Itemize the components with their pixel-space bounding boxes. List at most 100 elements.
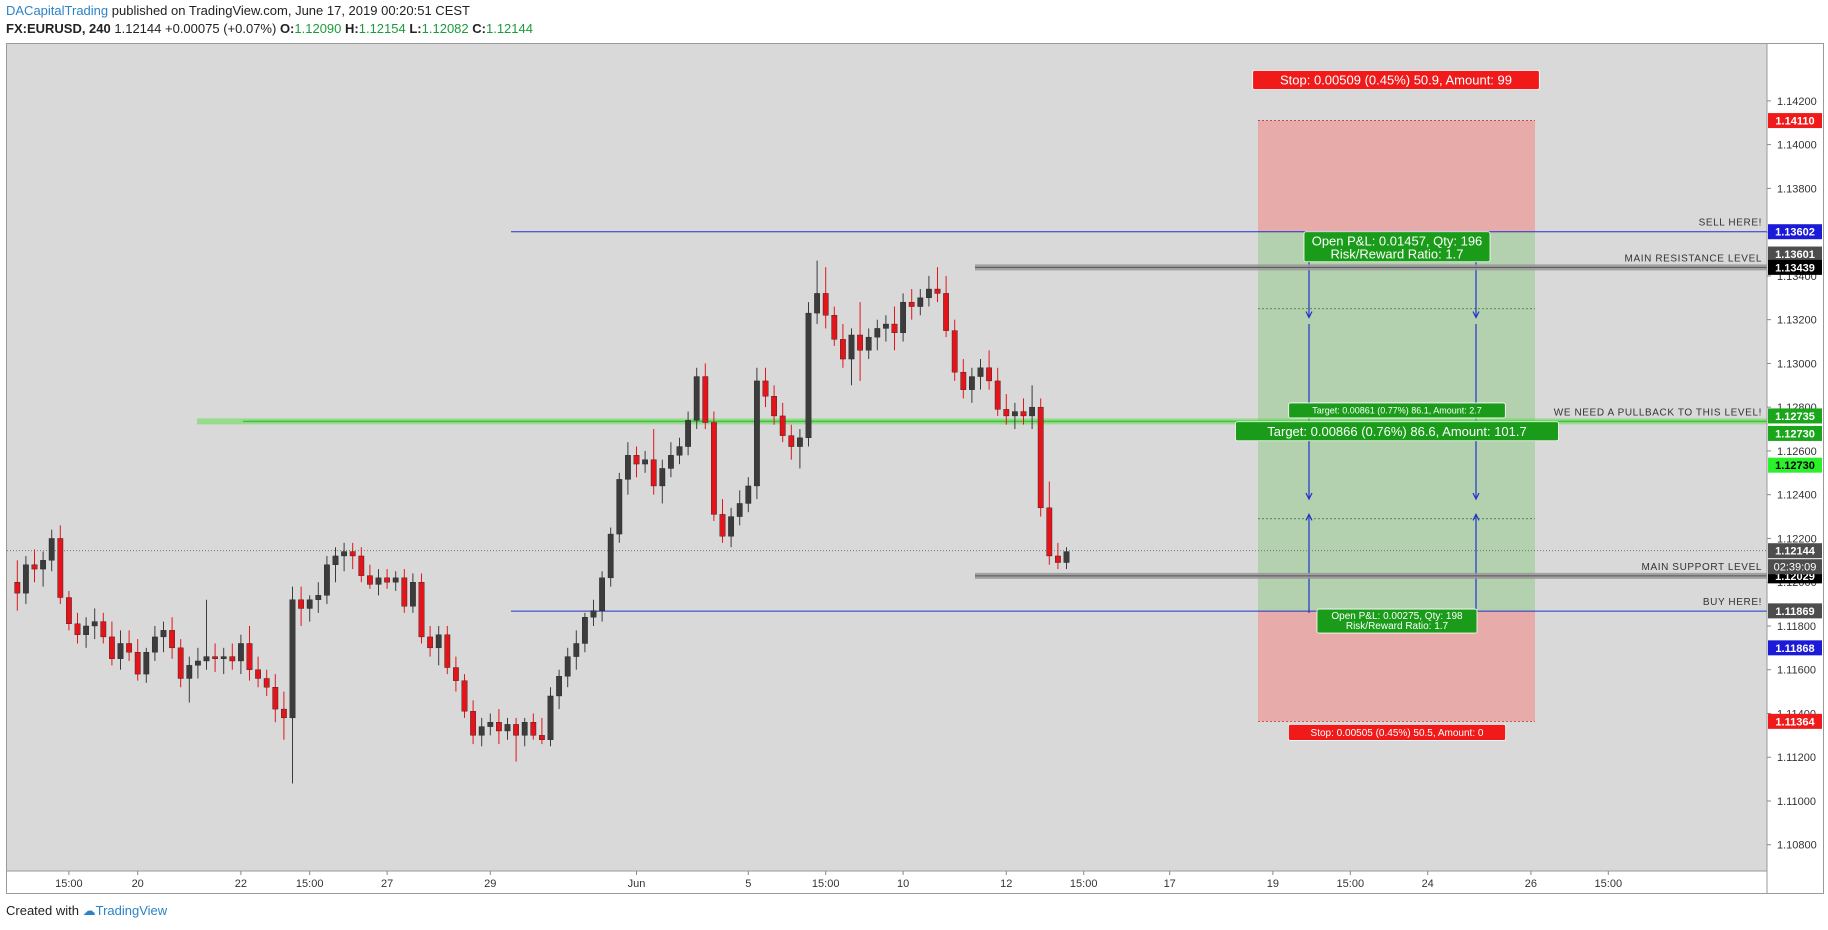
candle-body [625,455,631,480]
candle-body [117,643,124,659]
candle-body [91,621,98,627]
candle-body [212,656,218,659]
candle-body [151,636,158,653]
candle-body [375,577,382,585]
candle-body [1037,406,1044,509]
candle-body [994,380,1001,410]
price-tag-label: 1.11868 [1775,643,1814,655]
x-tick-label: 15:00 [1337,878,1365,890]
candle-body [822,293,829,316]
candle-body [513,724,519,736]
trade-arrow-head [1305,513,1313,521]
candle-body [599,577,606,611]
candle-body [324,564,330,596]
candle-body [496,722,502,732]
candle-body [711,422,717,515]
low-value: 1.12082 [421,21,469,36]
price-tag-label: 1.14110 [1775,116,1814,128]
chart-container[interactable]: SELL HERE! MAIN RESISTANCE LEVEL WE NEED A… [6,43,1824,894]
y-tick-label: 1.12600 [1777,446,1817,458]
x-tick-label: 20 [132,878,144,890]
candle-body [40,560,47,570]
candle-body [573,643,580,657]
x-tick-label: 27 [381,878,393,890]
price-tag-label: 1.11364 [1775,716,1815,728]
price-tag-label: 1.12735 [1775,411,1815,423]
trade-arrow-head [1472,513,1480,521]
trade-arrow-head [1472,492,1480,501]
x-tick-label: 15:00 [1070,878,1098,890]
candle-body [453,667,459,681]
x-tick-label: Jun [628,878,646,890]
candle-body [1029,406,1036,417]
candle-body [556,676,563,697]
y-tick-label: 1.11200 [1777,752,1816,764]
candle-body [332,555,339,565]
candle-body [470,711,476,736]
candle-body [745,485,752,504]
candle-body [263,678,270,688]
candle-body [246,643,253,670]
candle-body [14,582,21,594]
candle-body [676,446,683,456]
candle-body [779,415,786,436]
price-tag [1768,246,1822,262]
high-label: H: [345,21,359,36]
candle-body [539,735,545,740]
long-target-zone [1258,422,1535,612]
candle-body [384,577,390,583]
price-tag-label: 1.13601 [1775,249,1815,261]
candle-body [306,599,313,609]
candle-body [702,376,709,423]
candle-body [349,551,356,557]
x-tick-label: 26 [1525,878,1537,890]
candle-body [977,367,984,377]
tradingview-brand[interactable]: TradingView [95,903,168,918]
candle-body [582,617,588,644]
candle-body [1063,551,1070,563]
long-target-label-box [1288,402,1506,419]
countdown-label: 02:39:09 [1774,562,1817,574]
candle-body [848,334,855,360]
level-label: SELL HERE! [1699,218,1762,229]
candle-body [367,575,373,585]
price-tag [1768,259,1822,275]
price-chart[interactable]: SELL HERE! MAIN RESISTANCE LEVEL WE NEED A… [7,44,1823,893]
y-tick-label: 1.10800 [1777,840,1817,852]
candle-body [134,652,141,675]
long-pnl-label: Open P&L: 0.00275, Qty: 198 [1331,611,1463,622]
candle-body [874,328,881,338]
candle-body [762,380,769,397]
short-target-label: Target: 0.00866 (0.76%) 86.6, Amount: 10… [1267,424,1526,439]
candle-body [341,551,347,557]
y-tick-label: 1.14000 [1777,140,1817,152]
close-label: C: [472,21,486,36]
last-price: 1.12144 [114,21,162,36]
candle-body [83,625,90,635]
trade-arrow-head [1305,492,1313,501]
candle-body [969,376,975,390]
candle-body [23,564,29,594]
y-tick-label: 1.11800 [1777,621,1816,633]
candle-body [814,293,821,314]
candle-body [650,459,657,487]
candle-body [487,722,494,727]
x-tick-label: 17 [1164,878,1176,890]
price-tag-label: 1.13439 [1775,262,1815,274]
short-pnl-label: Open P&L: 0.01457, Qty: 196 [1312,234,1483,249]
candle-body [255,669,261,679]
candle-body [461,680,468,712]
price-tag [1768,640,1822,656]
candle-body [754,380,760,487]
candle-body [943,293,950,331]
candle-body [177,647,184,679]
candle-body [771,396,778,417]
tradingview-logo-icon[interactable]: ☁ [82,903,96,918]
close-value: 1.12144 [485,21,533,36]
open-value: 1.12090 [294,21,342,36]
short-target-label-box [1235,421,1559,442]
candle-body [203,656,210,662]
author-link[interactable]: DACapitalTrading [6,3,109,18]
candle-body [986,367,993,382]
candle-body [392,577,399,583]
